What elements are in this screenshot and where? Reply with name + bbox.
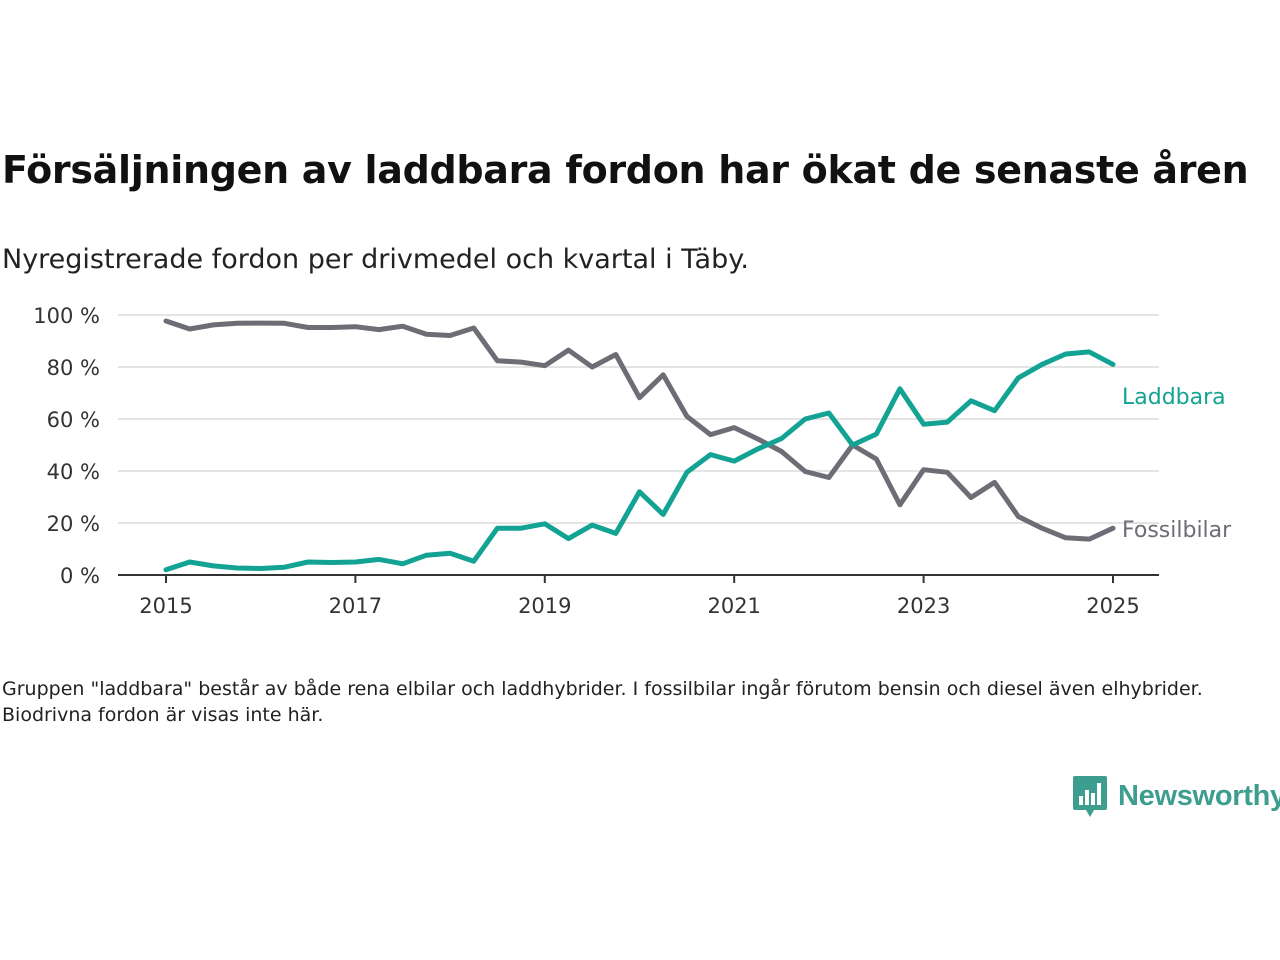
y-tick-label: 80 %: [47, 356, 100, 380]
newsworthy-logo[interactable]: Newsworthy: [1072, 774, 1280, 818]
series-labels: Laddbara Fossilbilar: [1122, 385, 1232, 543]
series-label-fossilbilar: Fossilbilar: [1122, 518, 1232, 543]
footnote: Gruppen "laddbara" består av både rena e…: [2, 678, 1203, 726]
x-tick-label: 2019: [518, 594, 571, 618]
y-tick-label: 20 %: [47, 512, 100, 536]
y-tick-label: 0 %: [60, 564, 100, 588]
y-tick-label: 40 %: [47, 460, 100, 484]
chart-title: Försäljningen av laddbara fordon har öka…: [2, 148, 1249, 192]
series-line-fossilbilar: [163, 318, 1116, 542]
x-tick-label: 2015: [139, 594, 192, 618]
x-tick-label: 2017: [329, 594, 382, 618]
series-line-laddbara: [163, 349, 1116, 573]
series-label-laddbara: Laddbara: [1122, 385, 1226, 410]
x-tick-label: 2023: [897, 594, 950, 618]
logo-text: Newsworthy: [1118, 779, 1280, 812]
bar-chart-logo-icon: [1073, 776, 1107, 817]
x-tick-label: 2025: [1086, 594, 1139, 618]
series-lines: [163, 318, 1116, 573]
x-tick-label: 2021: [707, 594, 760, 618]
y-tick-label: 100 %: [33, 304, 100, 328]
chart-subtitle: Nyregistrerade fordon per drivmedel och …: [2, 244, 749, 275]
grid-lines: [118, 314, 1159, 524]
y-tick-label: 60 %: [47, 408, 100, 432]
axes: 0 % 20 % 40 % 60 % 80 % 100 % 2015 2017 2019 2021…: [33, 304, 1159, 618]
